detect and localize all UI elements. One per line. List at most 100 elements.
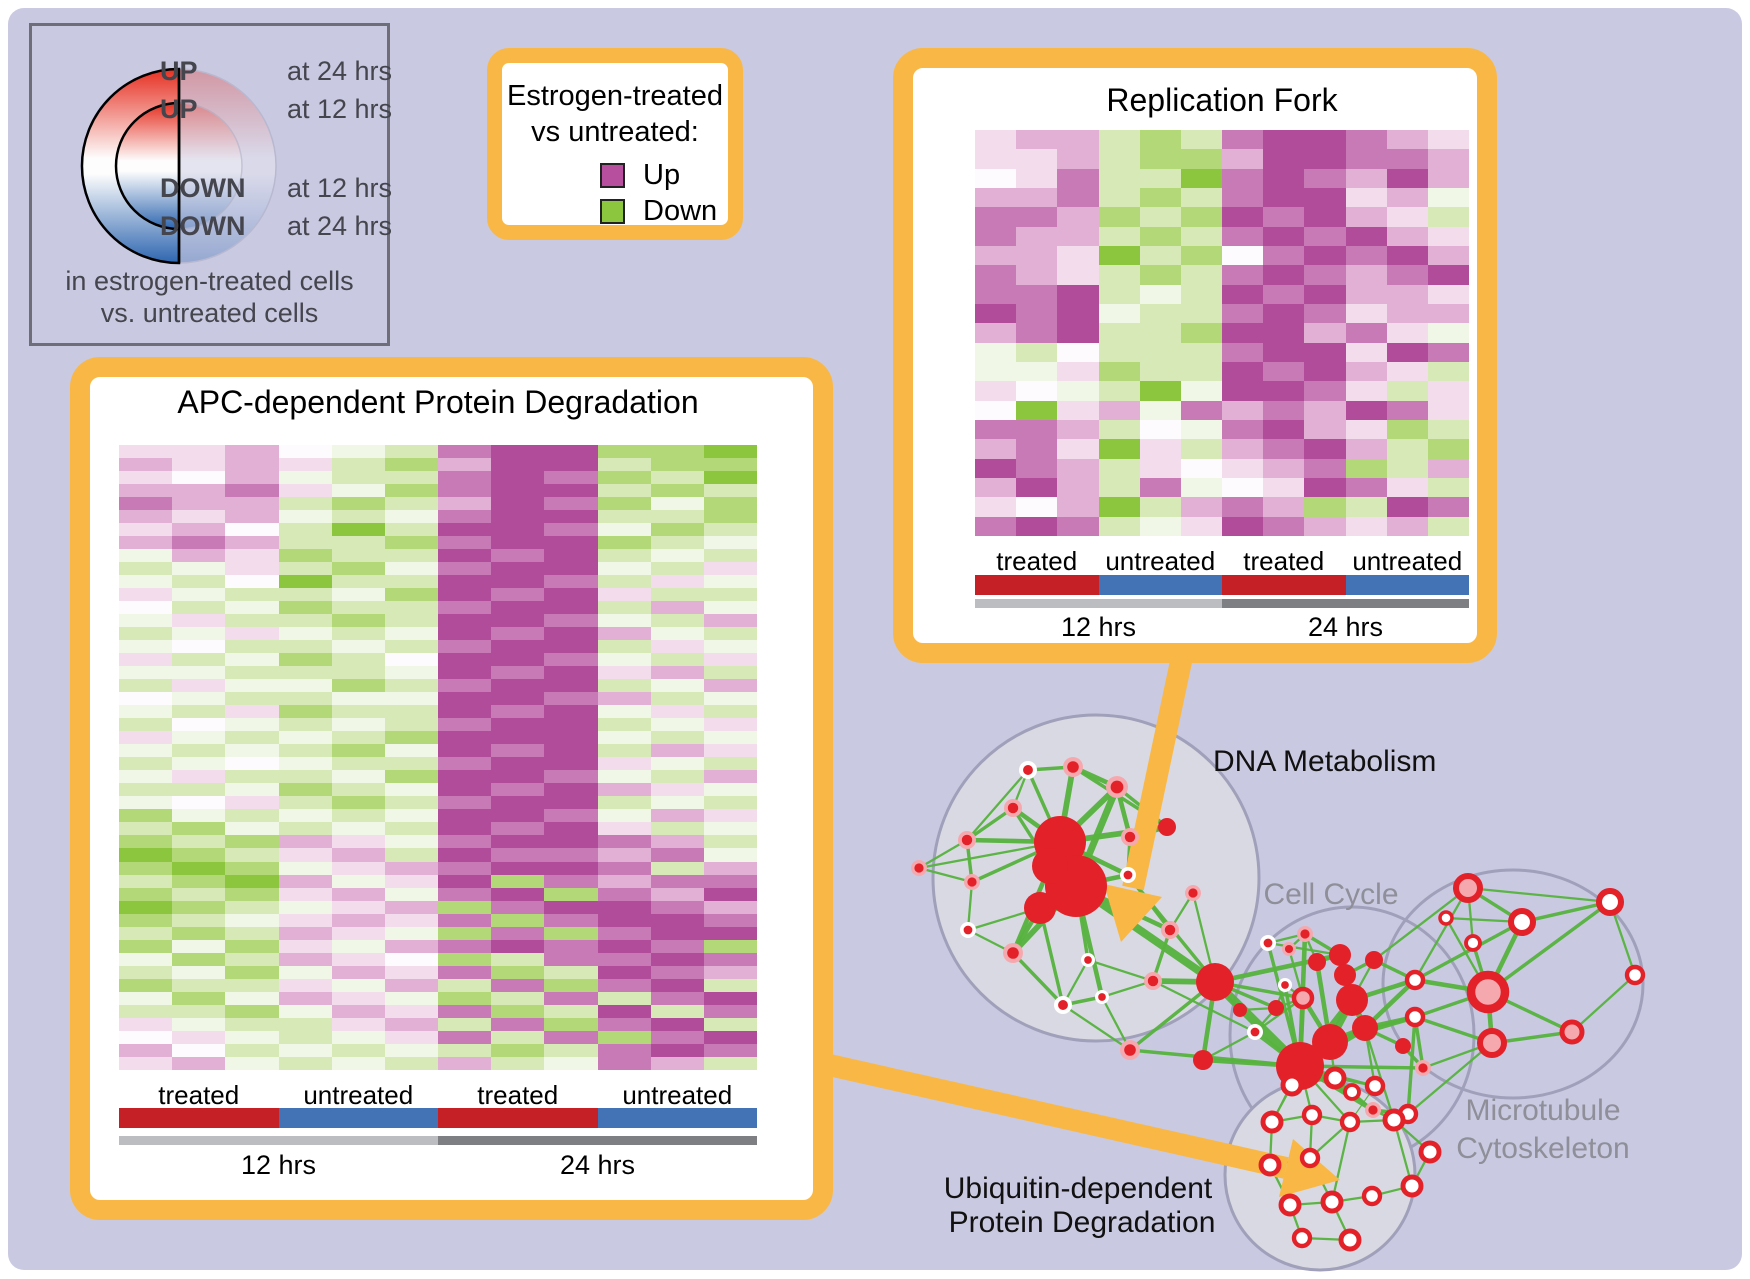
time-label: 12 hrs bbox=[240, 1150, 317, 1180]
heatmap-cell bbox=[650, 523, 704, 537]
heatmap-cell bbox=[650, 588, 704, 602]
heatmap-cell bbox=[1263, 149, 1305, 169]
heatmap-cell bbox=[1222, 187, 1264, 208]
heatmap-cell bbox=[650, 458, 704, 472]
heatmap-cell bbox=[491, 952, 545, 966]
heatmap-cell bbox=[119, 952, 173, 966]
heatmap-cell bbox=[225, 588, 279, 602]
heatmap-cell bbox=[597, 913, 651, 927]
heatmap-cell bbox=[172, 471, 226, 485]
heatmap-cell bbox=[384, 718, 438, 732]
heatmap-cell bbox=[1057, 458, 1099, 478]
heatmap-cell bbox=[331, 601, 385, 615]
heatmap-cell bbox=[544, 731, 598, 745]
heatmap-cell bbox=[172, 965, 226, 979]
heatmap-cell bbox=[491, 536, 545, 550]
heatmap-cell bbox=[278, 679, 332, 693]
group-label: untreated bbox=[1352, 546, 1463, 576]
heatmap-cell bbox=[1098, 130, 1140, 150]
heatmap-cell bbox=[597, 978, 651, 992]
heatmap-cell bbox=[703, 601, 757, 615]
heatmap-cell bbox=[225, 484, 279, 498]
heatmap-cell bbox=[225, 1030, 279, 1044]
heatmap-cell bbox=[1180, 149, 1222, 169]
heatmap-cell bbox=[278, 471, 332, 485]
heatmap-cell bbox=[1263, 303, 1305, 324]
heatmap-cell bbox=[225, 913, 279, 927]
heatmap-cell bbox=[491, 809, 545, 823]
heatmap-cell bbox=[172, 874, 226, 888]
heatmap-cell bbox=[1386, 284, 1428, 304]
heatmap-cell bbox=[1180, 419, 1222, 440]
heatmap-cell bbox=[1180, 130, 1222, 150]
heatmap-cell bbox=[1263, 130, 1305, 150]
heatmap-cell bbox=[1098, 149, 1140, 169]
heatmap-cell bbox=[438, 679, 492, 693]
heatmap-cell bbox=[225, 523, 279, 537]
heatmap-cell bbox=[703, 666, 757, 680]
heatmap-cell bbox=[650, 744, 704, 758]
heatmap-cell bbox=[119, 991, 173, 1005]
heatmap-cell bbox=[1386, 187, 1428, 208]
heatmap-cell bbox=[491, 926, 545, 940]
heatmap-cell bbox=[172, 1017, 226, 1031]
heatmap-cell bbox=[384, 445, 438, 459]
heatmap-cell bbox=[544, 939, 598, 953]
heatmap-cell bbox=[703, 822, 757, 836]
heatmap-cell bbox=[278, 562, 332, 576]
heatmap-cell bbox=[384, 939, 438, 953]
heatmap-cell bbox=[1057, 130, 1099, 150]
heatmap-cell bbox=[438, 1017, 492, 1031]
group-bar bbox=[975, 575, 1099, 595]
heatmap-cell bbox=[225, 835, 279, 849]
heatmap-cell bbox=[438, 1030, 492, 1044]
time-label: 24 hrs bbox=[559, 1150, 636, 1180]
heatmap-cell bbox=[384, 510, 438, 524]
heatmap-cell bbox=[1427, 361, 1469, 382]
heatmap-cell bbox=[1386, 168, 1428, 188]
heatmap-cell bbox=[1057, 342, 1099, 362]
heatmap-cell bbox=[1139, 284, 1181, 304]
heatmap-cell bbox=[384, 757, 438, 771]
heatmap-cell bbox=[172, 913, 226, 927]
heatmap-cell bbox=[544, 887, 598, 901]
heatmap-cell bbox=[975, 187, 1017, 208]
heatmap-cell bbox=[331, 510, 385, 524]
heatmap-cell bbox=[975, 284, 1017, 304]
heatmap-cell bbox=[1345, 381, 1387, 401]
heatmap-cell bbox=[544, 783, 598, 797]
heatmap-cell bbox=[384, 913, 438, 927]
heatmap-cell bbox=[703, 1043, 757, 1057]
heatmap-cell bbox=[1057, 284, 1099, 304]
heatmap-cell bbox=[438, 705, 492, 719]
heatmap-cell bbox=[975, 342, 1017, 362]
heatmap-cell bbox=[438, 900, 492, 914]
heatmap-cell bbox=[119, 536, 173, 550]
heatmap-cell bbox=[975, 458, 1017, 478]
heatmap-cell bbox=[278, 1030, 332, 1044]
heatmap-cell bbox=[331, 588, 385, 602]
heatmap-cell bbox=[650, 926, 704, 940]
heatmap-cell bbox=[975, 245, 1017, 266]
heatmap-cell bbox=[225, 770, 279, 784]
heatmap-cell bbox=[650, 627, 704, 641]
heatmap-cell bbox=[491, 614, 545, 628]
heatmap-cell bbox=[172, 952, 226, 966]
heatmap-cell bbox=[703, 575, 757, 589]
heatmap-cell bbox=[384, 744, 438, 758]
heatmap-cell bbox=[491, 653, 545, 667]
heatmap-cell bbox=[597, 900, 651, 914]
heatmap-cell bbox=[1016, 458, 1058, 478]
heatmap-cell bbox=[331, 770, 385, 784]
heatmap-cell bbox=[703, 861, 757, 875]
heatmap-cell bbox=[331, 965, 385, 979]
heatmap-cell bbox=[544, 523, 598, 537]
heatmap-cell bbox=[119, 575, 173, 589]
heatmap-cell bbox=[975, 381, 1017, 401]
heatmap-cell bbox=[597, 1004, 651, 1018]
heatmap-cell bbox=[225, 471, 279, 485]
heatmap-cell bbox=[1427, 130, 1469, 150]
heatmap-cell bbox=[597, 666, 651, 680]
heatmap-cell bbox=[1180, 284, 1222, 304]
heatmap-cell bbox=[597, 939, 651, 953]
